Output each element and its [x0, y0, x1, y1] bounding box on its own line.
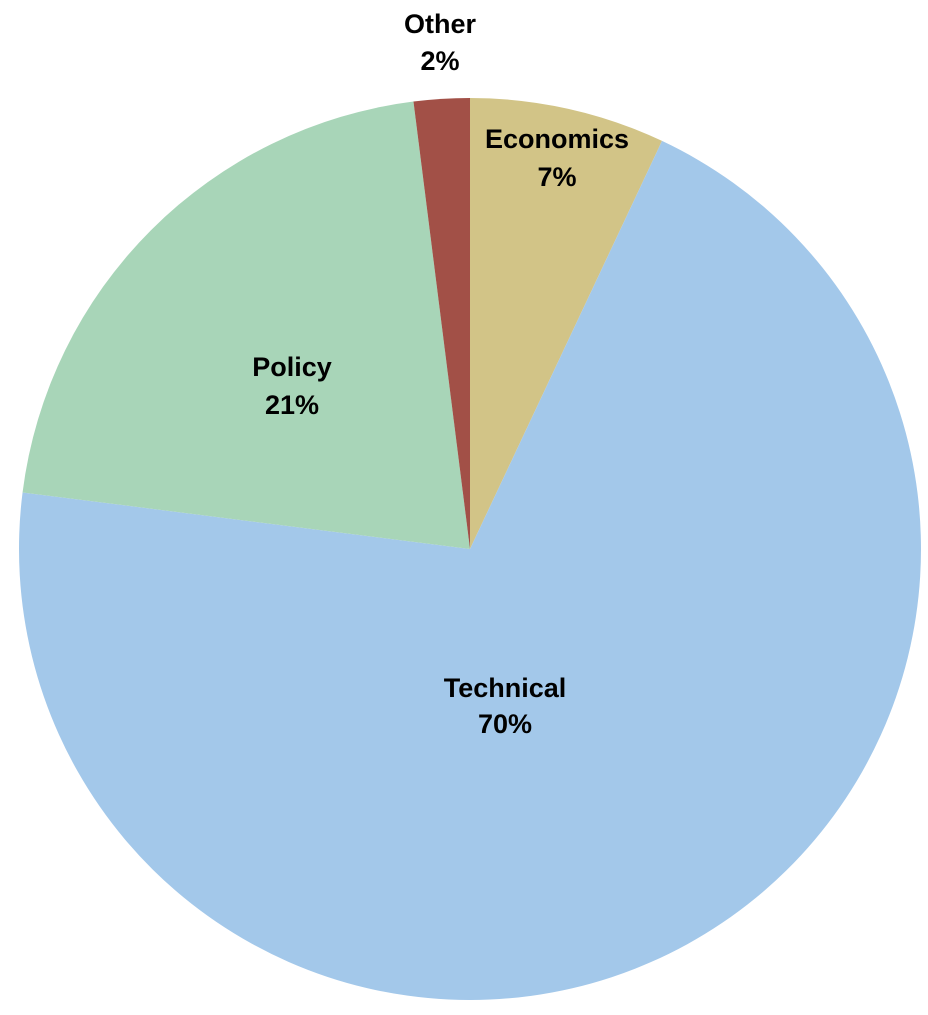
slice-label-economics: Economics	[485, 124, 629, 154]
slice-percent-policy: 21%	[265, 390, 319, 420]
slice-percent-economics: 7%	[537, 162, 576, 192]
pie-slice-policy	[22, 101, 471, 549]
slice-label-other: Other	[404, 9, 477, 39]
pie-slice-technical	[19, 140, 922, 1000]
pie-labels: Economics 7% Technical 70% Policy 21% Ot…	[252, 9, 629, 739]
pie-slice-other	[413, 98, 470, 549]
pie-slices	[19, 98, 922, 1000]
slice-percent-technical: 70%	[478, 709, 532, 739]
slice-percent-other: 2%	[420, 46, 459, 76]
slice-label-policy: Policy	[252, 352, 332, 382]
slice-label-technical: Technical	[444, 673, 567, 703]
pie-slice-economics	[470, 98, 663, 549]
